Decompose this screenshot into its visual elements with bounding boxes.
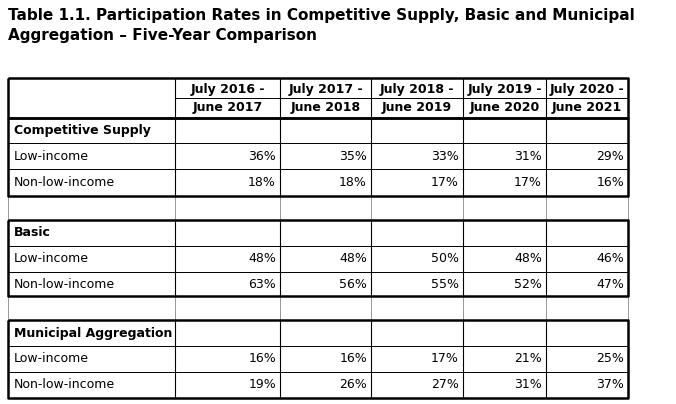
Text: 19%: 19% <box>248 379 276 391</box>
Text: 50%: 50% <box>431 252 459 265</box>
Text: 37%: 37% <box>596 379 624 391</box>
Text: July 2016 -: July 2016 - <box>190 82 265 95</box>
Text: June 2017: June 2017 <box>193 101 262 114</box>
Text: 56%: 56% <box>339 278 367 290</box>
Text: 27%: 27% <box>431 379 459 391</box>
Text: Basic: Basic <box>14 227 51 240</box>
Text: Low-income: Low-income <box>14 252 89 265</box>
Text: 16%: 16% <box>339 353 367 366</box>
Text: 36%: 36% <box>248 149 276 162</box>
Text: Competitive Supply: Competitive Supply <box>14 124 151 137</box>
Text: Low-income: Low-income <box>14 149 89 162</box>
Text: Low-income: Low-income <box>14 353 89 366</box>
Text: 26%: 26% <box>339 379 367 391</box>
Text: 52%: 52% <box>514 278 542 290</box>
Text: 47%: 47% <box>596 278 624 290</box>
Text: 31%: 31% <box>514 379 542 391</box>
Text: 17%: 17% <box>514 176 542 189</box>
Text: June 2020: June 2020 <box>469 101 539 114</box>
Text: Non-low-income: Non-low-income <box>14 379 115 391</box>
Text: 46%: 46% <box>596 252 624 265</box>
Text: Municipal Aggregation: Municipal Aggregation <box>14 326 172 339</box>
Text: 48%: 48% <box>339 252 367 265</box>
Text: June 2018: June 2018 <box>291 101 360 114</box>
Text: Non-low-income: Non-low-income <box>14 176 115 189</box>
Text: Non-low-income: Non-low-income <box>14 278 115 290</box>
Text: 48%: 48% <box>514 252 542 265</box>
Text: 21%: 21% <box>514 353 542 366</box>
Text: July 2020 -: July 2020 - <box>550 82 625 95</box>
Text: July 2018 -: July 2018 - <box>380 82 454 95</box>
Text: Table 1.1. Participation Rates in Competitive Supply, Basic and Municipal
Aggreg: Table 1.1. Participation Rates in Compet… <box>8 8 635 43</box>
Text: June 2021: June 2021 <box>552 101 622 114</box>
Text: June 2019: June 2019 <box>382 101 452 114</box>
Text: July 2017 -: July 2017 - <box>288 82 363 95</box>
Text: 33%: 33% <box>431 149 459 162</box>
Text: 17%: 17% <box>431 353 459 366</box>
Text: 17%: 17% <box>431 176 459 189</box>
Text: 55%: 55% <box>431 278 459 290</box>
Text: 35%: 35% <box>339 149 367 162</box>
Text: July 2019 -: July 2019 - <box>467 82 541 95</box>
Text: 63%: 63% <box>248 278 276 290</box>
Text: 16%: 16% <box>248 353 276 366</box>
Text: 31%: 31% <box>514 149 542 162</box>
Text: 48%: 48% <box>248 252 276 265</box>
Text: 16%: 16% <box>596 176 624 189</box>
Text: 29%: 29% <box>596 149 624 162</box>
Text: 18%: 18% <box>339 176 367 189</box>
Text: 18%: 18% <box>248 176 276 189</box>
Text: 25%: 25% <box>596 353 624 366</box>
